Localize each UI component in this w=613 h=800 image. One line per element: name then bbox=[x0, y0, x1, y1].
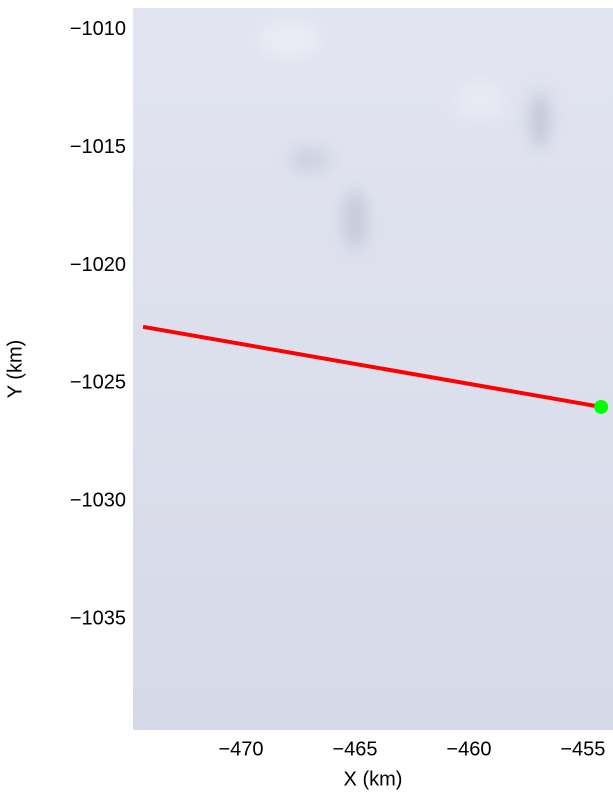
y-tick-label: −1015 bbox=[70, 136, 126, 158]
x-axis-label: X (km) bbox=[344, 768, 403, 790]
y-tick-label: −1020 bbox=[70, 254, 126, 276]
y-tick-label: −1025 bbox=[70, 372, 126, 394]
background-image bbox=[133, 8, 613, 730]
point bbox=[594, 399, 609, 414]
x-tick-label: −460 bbox=[446, 738, 491, 760]
y-axis-label: Y (km) bbox=[4, 340, 26, 399]
y-tick-label: −1010 bbox=[70, 18, 126, 40]
x-tick-label: −465 bbox=[332, 738, 377, 760]
x-tick-label: −470 bbox=[219, 738, 264, 760]
y-tick-label: −1035 bbox=[70, 607, 126, 629]
profile-line bbox=[142, 324, 602, 409]
y-tick-label: −1030 bbox=[70, 489, 126, 511]
x-tick-label: −455 bbox=[560, 738, 605, 760]
